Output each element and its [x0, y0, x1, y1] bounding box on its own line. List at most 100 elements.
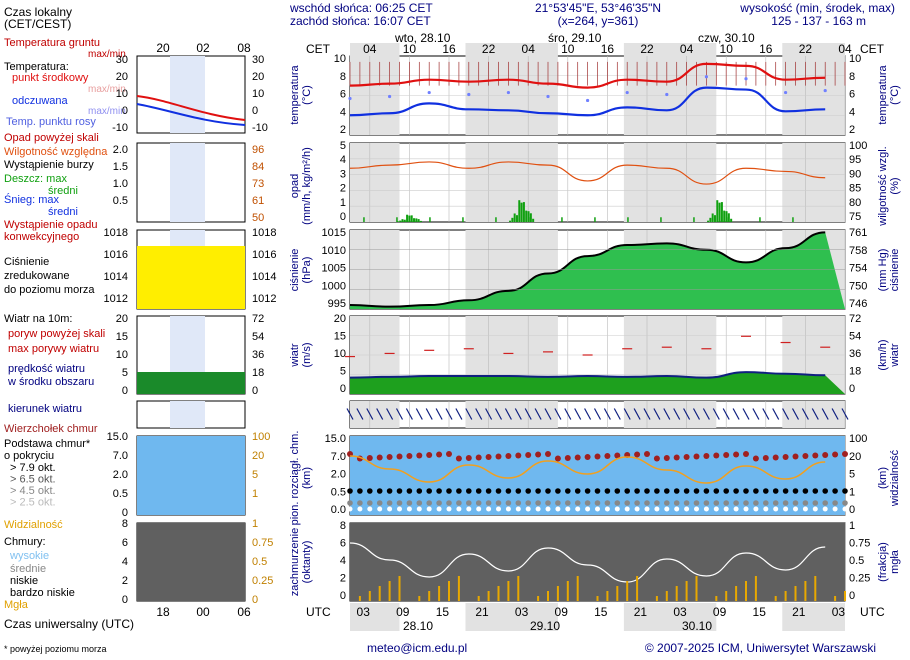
- cloud-base-dot: [644, 500, 650, 506]
- cloud-top-dot: [703, 453, 710, 459]
- axis-tick: 4: [340, 555, 346, 567]
- lg: max/min: [88, 49, 126, 60]
- cloud-top-dot: [653, 455, 660, 462]
- cloud-base-dot: [614, 506, 620, 512]
- lg-axis: 50: [252, 212, 264, 224]
- panel-label-left: temperatura(°C): [289, 64, 313, 124]
- lg-axis: 2.0: [113, 144, 128, 156]
- cloud-base-dot: [832, 488, 838, 494]
- wind-direction-arrow: [415, 408, 423, 420]
- copyright: © 2007-2025 ICM, Uniwersytet Warszawski: [645, 641, 876, 655]
- cloud-base-dot: [495, 500, 502, 506]
- precip-bar: [511, 217, 514, 222]
- hour-top: 16: [442, 42, 456, 56]
- panel-label-right: temperatura(°C): [877, 64, 901, 124]
- lg-axis: 1016: [104, 249, 128, 261]
- axis-tick: 6: [340, 89, 346, 101]
- wind-direction-arrow: [782, 408, 790, 420]
- cloud-base-dot: [436, 500, 442, 506]
- lg-axis: 10: [252, 88, 264, 100]
- cloud-base-dot: [357, 488, 363, 494]
- lg: max/min: [88, 106, 126, 117]
- grid-coords: (x=264, y=361): [558, 14, 639, 28]
- cloud-base-dot: [357, 500, 363, 506]
- cloud-base-dot: [367, 500, 373, 506]
- precip-bar: [417, 219, 420, 222]
- cloud-base-dot: [703, 500, 710, 506]
- cloud-base-dot: [654, 488, 660, 494]
- axis-tick: 8: [849, 71, 855, 83]
- night-band: [623, 143, 717, 222]
- cloud-top-dot: [842, 451, 848, 457]
- fog-bar: [636, 576, 639, 601]
- utc-right: UTC: [860, 605, 885, 619]
- axis-tick: 0: [849, 504, 855, 516]
- legend-wind-fill: [137, 372, 245, 394]
- precip-bar: [718, 202, 721, 222]
- lg-axis: 18: [252, 367, 264, 379]
- precip-bar: [727, 213, 730, 222]
- precip-bar: [716, 200, 719, 222]
- cloud-base-dot: [406, 500, 413, 506]
- cloud-base-dot: [475, 488, 482, 494]
- panel-label-right: (frakcja)mgła: [877, 542, 901, 582]
- precip-bar: [532, 218, 535, 222]
- fog-bar: [398, 576, 401, 601]
- lg-axis: 72: [252, 313, 264, 325]
- fog-bar: [655, 596, 658, 601]
- wind-direction-arrow: [791, 408, 800, 420]
- wind-direction-arrow: [405, 408, 413, 420]
- night-band-bottom: [623, 603, 717, 631]
- cloud-top-dot: [574, 454, 581, 461]
- lg: Wierzchołek chmur: [4, 423, 98, 435]
- lg: Śnieg: max: [4, 193, 60, 206]
- lg-axis: 10: [116, 88, 128, 100]
- wind-direction-arrow: [584, 408, 592, 420]
- cloud-base-dot: [654, 500, 660, 506]
- cloud-base-dot: [812, 506, 818, 512]
- cloud-base-dot: [614, 488, 621, 494]
- axis-tick: 1010: [322, 245, 346, 257]
- lg: wysokie: [9, 550, 49, 562]
- precip-bar: [518, 200, 521, 222]
- lg: Podstawa chmur* o pokryciu: [4, 438, 91, 462]
- cloud-base-dot: [802, 500, 809, 506]
- cloud-base-dot: [476, 506, 482, 512]
- axis-tick: 0.5: [331, 486, 346, 498]
- panel-label-left: opad(mm/h, kg/m²/h): [289, 147, 313, 225]
- precip-bar: [408, 215, 411, 222]
- cloud-top-dot: [683, 454, 690, 460]
- wind-direction-arrow: [772, 408, 780, 420]
- cloud-base-dot: [723, 506, 729, 512]
- wind-direction-arrow: [603, 408, 611, 420]
- precip-bar: [759, 217, 761, 222]
- cloud-top-dot: [792, 453, 799, 460]
- visibility-line: [349, 455, 826, 484]
- lg: > 7.9 okt.: [10, 462, 56, 474]
- cloud-base-dot: [525, 500, 531, 506]
- precip-bar: [660, 217, 662, 222]
- lg: Ciśnienie zredukowane do poziomu morza: [4, 256, 95, 296]
- fog-bar: [804, 581, 807, 601]
- wind-direction-arrow: [633, 408, 641, 420]
- lg-axis: 5: [252, 469, 258, 481]
- lg-axis: 10: [116, 349, 128, 361]
- cloud-base-dot: [347, 506, 353, 512]
- cloud-top-dot: [475, 454, 482, 461]
- night-band: [782, 143, 845, 222]
- cloud-base-dot: [703, 506, 709, 512]
- precip-bar: [561, 217, 563, 222]
- cloud-base-dot: [753, 500, 759, 506]
- cloud-base-dot: [416, 500, 423, 506]
- lg-axis: 36: [252, 349, 264, 361]
- axis-tick: 10: [849, 53, 861, 65]
- lg-axis: 1012: [104, 293, 128, 305]
- cloud-base-dot: [535, 506, 541, 512]
- precip-bar: [396, 217, 398, 222]
- cloud-base-dot: [535, 488, 541, 494]
- cloud-base-dot: [614, 500, 621, 506]
- axis-tick: 0.25: [849, 573, 870, 585]
- fog-bar: [685, 581, 688, 601]
- lg-axis: 1014: [104, 271, 128, 283]
- legend-night: [170, 56, 205, 133]
